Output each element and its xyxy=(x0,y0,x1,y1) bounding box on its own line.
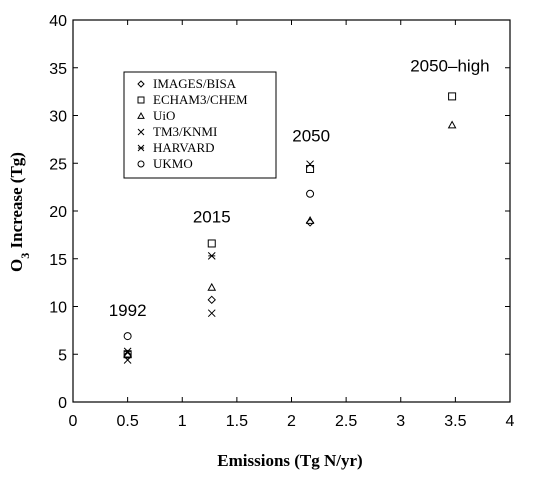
y-tick-label: 5 xyxy=(58,347,67,364)
x-tick-label: 4 xyxy=(506,413,515,430)
data-point-triangle xyxy=(207,282,217,291)
x-tick-label: 3.5 xyxy=(444,413,466,430)
data-point-x xyxy=(306,160,314,169)
y-tick-label: 20 xyxy=(49,204,67,221)
annotation-label: 2050 xyxy=(292,126,330,145)
data-point-square xyxy=(207,239,216,248)
x-tick-label: 0 xyxy=(69,413,78,430)
legend-marker-circle xyxy=(137,160,145,168)
annotations: 1992 2015 2050 2050–high xyxy=(109,57,490,320)
legend-label: IMAGES/BISA xyxy=(153,76,237,91)
data-point-circle xyxy=(123,332,132,341)
y-axis-title-rest: Increase (Tg) xyxy=(7,152,26,253)
x-tick-label: 1.5 xyxy=(226,413,248,430)
x-axis-title: Emissions (Tg N/yr) xyxy=(217,451,362,470)
x-tick-label: 3 xyxy=(396,413,405,430)
annotation-label: 2015 xyxy=(193,207,231,226)
legend-label: UKMO xyxy=(153,156,193,171)
x-tick-label: 1 xyxy=(178,413,187,430)
y-tick-label: 15 xyxy=(49,252,67,269)
y-axis: 0 5 10 15 20 25 30 35 40 xyxy=(49,13,510,412)
legend-label: UiO xyxy=(153,108,175,123)
x-tick-label: 2 xyxy=(287,413,296,430)
y-tick-label: 0 xyxy=(58,395,67,412)
data-point-x xyxy=(123,356,132,364)
data-point-circle xyxy=(306,189,315,198)
annotation-label: 2050–high xyxy=(410,57,489,76)
legend-marker-diamond xyxy=(137,80,145,88)
y-axis-title-main: O xyxy=(7,259,26,272)
data-point-diamond xyxy=(207,295,216,305)
legend-label: TM3/KNMI xyxy=(153,124,217,139)
legend: IMAGES/BISAECHAM3/CHEMUiOTM3/KNMIHARVARD… xyxy=(123,71,277,179)
data-point-triangle xyxy=(123,349,132,358)
data-point-square xyxy=(306,164,315,173)
y-tick-label: 30 xyxy=(49,109,67,126)
y-tick-label: 10 xyxy=(49,300,67,317)
y-tick-label: 35 xyxy=(49,61,67,78)
data-point-x xyxy=(207,309,216,318)
data-point-triangle xyxy=(305,216,315,224)
legend-marker-square xyxy=(137,96,145,104)
y-tick-label: 25 xyxy=(49,156,67,173)
legend-marker-x xyxy=(137,128,145,136)
x-axis: 0 0.5 1 1.5 2 2.5 3 3.5 4 xyxy=(69,20,515,430)
x-tick-label: 2.5 xyxy=(335,413,357,430)
annotation-label: 1992 xyxy=(109,301,147,320)
x-tick-label: 0.5 xyxy=(117,413,139,430)
legend-box xyxy=(123,71,277,179)
data-point-asterisk xyxy=(207,252,216,260)
legend-label: ECHAM3/CHEM xyxy=(153,92,248,107)
data-point-asterisk xyxy=(123,347,132,356)
data-points xyxy=(123,92,457,364)
legend-marker-triangle xyxy=(137,111,145,119)
y-axis-title-subscript: 3 xyxy=(18,253,32,259)
legend-label: HARVARD xyxy=(153,140,215,155)
y-tick-label: 40 xyxy=(49,13,67,30)
data-point-square xyxy=(448,92,457,101)
data-point-triangle xyxy=(447,120,457,129)
y-axis-title: O3 Increase (Tg) xyxy=(7,152,32,272)
legend-marker-asterisk xyxy=(137,144,145,152)
